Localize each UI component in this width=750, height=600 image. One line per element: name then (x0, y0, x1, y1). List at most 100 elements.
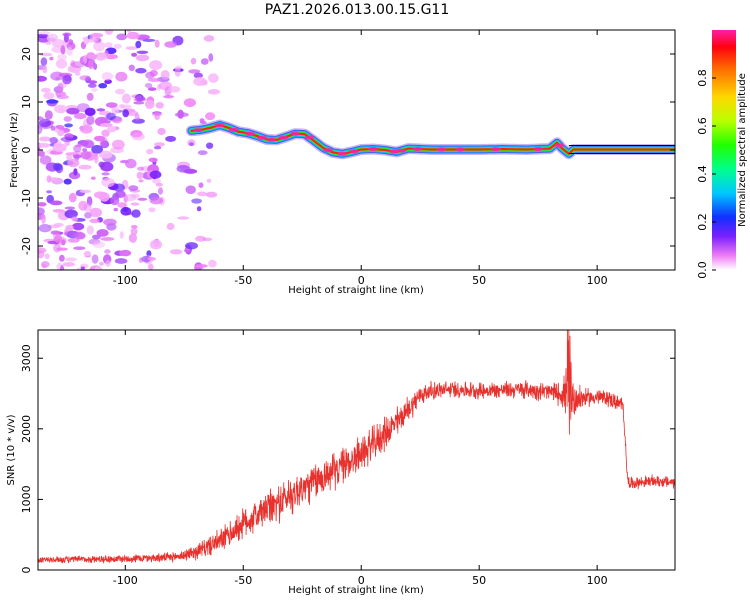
noise-blob (116, 33, 127, 41)
noise-blob (148, 207, 156, 213)
noise-blob (87, 80, 98, 84)
noise-blob (154, 142, 165, 147)
y-tick-label: 1000 (20, 485, 33, 513)
noise-blob (50, 230, 61, 235)
noise-blob (200, 58, 209, 65)
noise-blob (103, 218, 117, 226)
spectrogram-ridge (185, 119, 675, 160)
noise-blob (40, 57, 48, 67)
noise-blob (67, 238, 80, 243)
noise-blob (96, 229, 109, 237)
noise-blob (147, 87, 157, 91)
noise-blob (191, 198, 203, 204)
spectrogram-y-label: Frequency (Hz) (9, 112, 20, 188)
noise-blob (193, 264, 204, 270)
noise-blob (79, 75, 91, 81)
noise-blob (119, 231, 124, 239)
noise-blob (152, 178, 161, 184)
noise-blob (208, 73, 219, 83)
noise-blob (207, 89, 221, 95)
noise-blob (146, 250, 152, 257)
x-tick-label: 100 (587, 574, 608, 587)
noise-blob (82, 148, 88, 153)
ridge-peak (436, 147, 447, 152)
noise-blob (185, 242, 198, 250)
noise-blob (160, 70, 170, 80)
noise-blob (174, 67, 181, 77)
noise-blob (122, 109, 129, 118)
ridge-peak (455, 147, 466, 152)
noise-blob (42, 65, 48, 74)
noise-blob (137, 166, 144, 171)
noise-blob (111, 139, 125, 150)
noise-blob (71, 216, 78, 222)
colorbar: 0.0 0.2 0.4 0.6 0.8 Normalized spectral ampl… (696, 30, 748, 279)
noise-blob (64, 209, 78, 219)
noise-blob (79, 125, 93, 134)
noise-blob (149, 60, 163, 71)
noise-blob (104, 30, 114, 35)
noise-blob (68, 192, 77, 203)
noise-blob (113, 43, 122, 49)
noise-blob (78, 164, 92, 170)
noise-blob (128, 64, 135, 72)
noise-blob (86, 92, 94, 101)
noise-blob (98, 83, 108, 89)
noise-blob (49, 137, 58, 144)
noise-blob (61, 239, 66, 246)
noise-blob (94, 266, 102, 270)
noise-blob (39, 136, 51, 142)
colorbar-tick-label: 0.4 (696, 165, 709, 183)
noise-blob (38, 202, 47, 207)
colorbar-tick-label: 0.2 (696, 213, 709, 231)
noise-blob (43, 92, 55, 100)
noise-blob (185, 185, 196, 194)
noise-blob (148, 157, 158, 163)
noise-blob (60, 136, 75, 142)
noise-blob (136, 171, 144, 180)
noise-blob (101, 129, 110, 137)
y-tick-label: 0 (20, 567, 33, 574)
noise-blob (56, 247, 68, 251)
noise-blob (130, 202, 140, 206)
noise-blob (65, 257, 77, 262)
y-tick-label: -20 (20, 237, 33, 255)
noise-blob (53, 162, 63, 171)
noise-blob (92, 241, 106, 248)
noise-blob (80, 266, 85, 270)
noise-blob (128, 233, 137, 243)
noise-blob (68, 171, 81, 180)
noise-blob (78, 200, 88, 211)
noise-blob (202, 237, 213, 242)
ridge-peak (290, 131, 301, 136)
noise-blob (41, 214, 46, 224)
noise-blob (62, 74, 72, 85)
noise-blob (38, 118, 52, 128)
noise-blob (63, 116, 72, 122)
noise-blob (131, 118, 145, 124)
noise-blob (147, 257, 156, 261)
colorbar-tick-label: 0.8 (696, 69, 709, 87)
ridge-peak (214, 123, 225, 128)
noise-blob (51, 45, 63, 53)
noise-blob (66, 107, 80, 115)
noise-blob (174, 112, 189, 118)
noise-blob (57, 83, 64, 93)
noise-blob (164, 41, 177, 48)
noise-blob (205, 112, 216, 121)
noise-blob (98, 192, 110, 202)
noise-blob (109, 195, 120, 206)
noise-blob (135, 54, 150, 62)
noise-blob (142, 38, 156, 43)
noise-blob (131, 209, 141, 218)
noise-blob (52, 143, 67, 153)
x-tick-label: -100 (113, 574, 138, 587)
noise-blob (155, 182, 163, 187)
noise-blob (53, 222, 64, 227)
noise-blob (152, 112, 163, 117)
x-tick-label: 0 (358, 274, 365, 287)
ridge-peak (266, 137, 277, 142)
ridge-peak (349, 149, 360, 154)
